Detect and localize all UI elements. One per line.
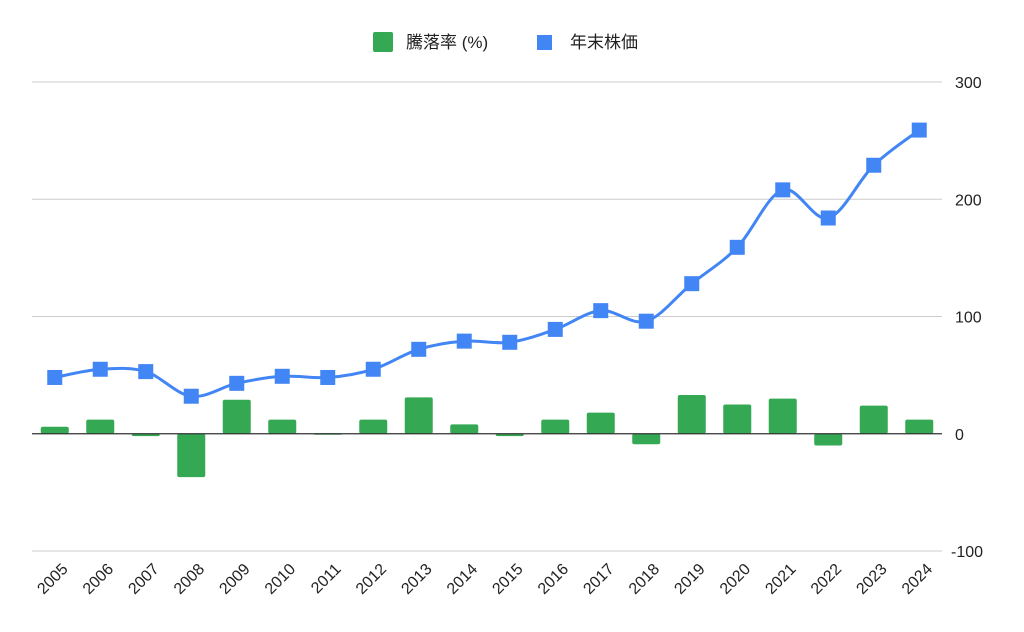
y-tick-label: 200 — [955, 192, 982, 209]
bar-2019[interactable] — [677, 395, 706, 434]
y-tick-label: 300 — [955, 75, 982, 92]
square-marker-icon[interactable] — [684, 276, 700, 292]
bar-2022[interactable] — [814, 433, 843, 446]
square-marker-icon[interactable] — [320, 369, 336, 385]
x-tick-label: 2021 — [762, 561, 799, 598]
bar-2006[interactable] — [86, 419, 115, 434]
y-tick-label: 100 — [955, 310, 982, 327]
square-marker-icon[interactable] — [274, 368, 290, 384]
x-tick-label: 2015 — [489, 561, 526, 598]
price-line — [54, 128, 921, 398]
square-marker-icon[interactable] — [502, 334, 518, 350]
bar-2012[interactable] — [359, 419, 388, 434]
x-tick-label: 2012 — [353, 561, 390, 598]
x-tick-label: 2017 — [580, 561, 617, 598]
gridlines — [32, 81, 942, 552]
square-marker-icon[interactable] — [820, 210, 836, 226]
y-tick-label: 0 — [955, 427, 964, 444]
bar-2018[interactable] — [632, 433, 661, 445]
bar-2017[interactable] — [586, 412, 615, 434]
bar-2013[interactable] — [404, 397, 433, 434]
square-marker-icon[interactable] — [229, 375, 245, 391]
legend-item-year-end-price[interactable]: 年末株価 — [537, 33, 638, 52]
square-marker-icon[interactable] — [92, 361, 108, 377]
x-tick-label: 2006 — [80, 561, 117, 598]
x-tick-label: 2013 — [398, 561, 435, 598]
bar-2021[interactable] — [768, 398, 797, 434]
square-marker-icon[interactable] — [638, 313, 654, 329]
square-marker-icon[interactable] — [547, 321, 563, 337]
square-marker-icon[interactable] — [775, 182, 791, 198]
chart-legend: 騰落率 (%) 年末株価 — [373, 32, 638, 52]
x-tick-label: 2007 — [125, 561, 162, 598]
x-axis-ticks: 2005 2006 2007 2008 2009 2010 2011 2012 2013 2014… — [34, 561, 936, 598]
bar-2016[interactable] — [541, 419, 570, 434]
square-marker-icon[interactable] — [47, 369, 63, 385]
x-tick-label: 2019 — [671, 561, 708, 598]
bar-2009[interactable] — [222, 399, 251, 434]
square-marker-icon[interactable] — [183, 388, 199, 404]
legend-swatch-green-icon — [373, 32, 393, 52]
square-marker-icon[interactable] — [411, 341, 427, 357]
x-tick-label: 2008 — [171, 561, 208, 598]
line-series-year-end-price — [47, 122, 927, 404]
square-marker-icon[interactable] — [456, 333, 472, 349]
x-tick-label: 2024 — [899, 561, 936, 598]
x-tick-label: 2020 — [717, 561, 754, 598]
square-marker-icon[interactable] — [911, 122, 927, 138]
square-marker-icon[interactable] — [866, 157, 882, 173]
legend-label-year-end-price: 年末株価 — [570, 33, 638, 52]
bar-2020[interactable] — [723, 404, 752, 434]
square-marker-icon[interactable] — [365, 361, 381, 377]
bar-2005[interactable] — [40, 426, 69, 434]
square-marker-icon[interactable] — [729, 239, 745, 255]
x-tick-label: 2016 — [535, 561, 572, 598]
legend-label-return-rate: 騰落率 (%) — [406, 33, 488, 52]
bar-series-return-rate — [40, 395, 934, 478]
bar-2024[interactable] — [905, 419, 934, 434]
square-marker-icon[interactable] — [138, 364, 154, 380]
bar-2014[interactable] — [450, 424, 479, 434]
x-tick-label: 2022 — [808, 561, 845, 598]
bar-2023[interactable] — [859, 405, 888, 434]
legend-item-return-rate[interactable]: 騰落率 (%) — [373, 32, 488, 52]
x-tick-label: 2014 — [444, 561, 481, 598]
legend-swatch-blue-icon — [537, 35, 552, 50]
x-tick-label: 2023 — [853, 561, 890, 598]
x-tick-label: 2005 — [34, 561, 71, 598]
x-tick-label: 2010 — [262, 561, 299, 598]
bar-2008[interactable] — [177, 433, 206, 478]
y-axis-ticks: 300 200 100 0 -100 — [951, 75, 983, 561]
y-tick-label: -100 — [951, 544, 983, 561]
x-tick-label: 2018 — [626, 561, 663, 598]
x-tick-label: 2011 — [308, 561, 344, 597]
bar-2010[interactable] — [268, 419, 297, 434]
x-tick-label: 2009 — [216, 561, 253, 598]
square-marker-icon[interactable] — [593, 303, 609, 319]
